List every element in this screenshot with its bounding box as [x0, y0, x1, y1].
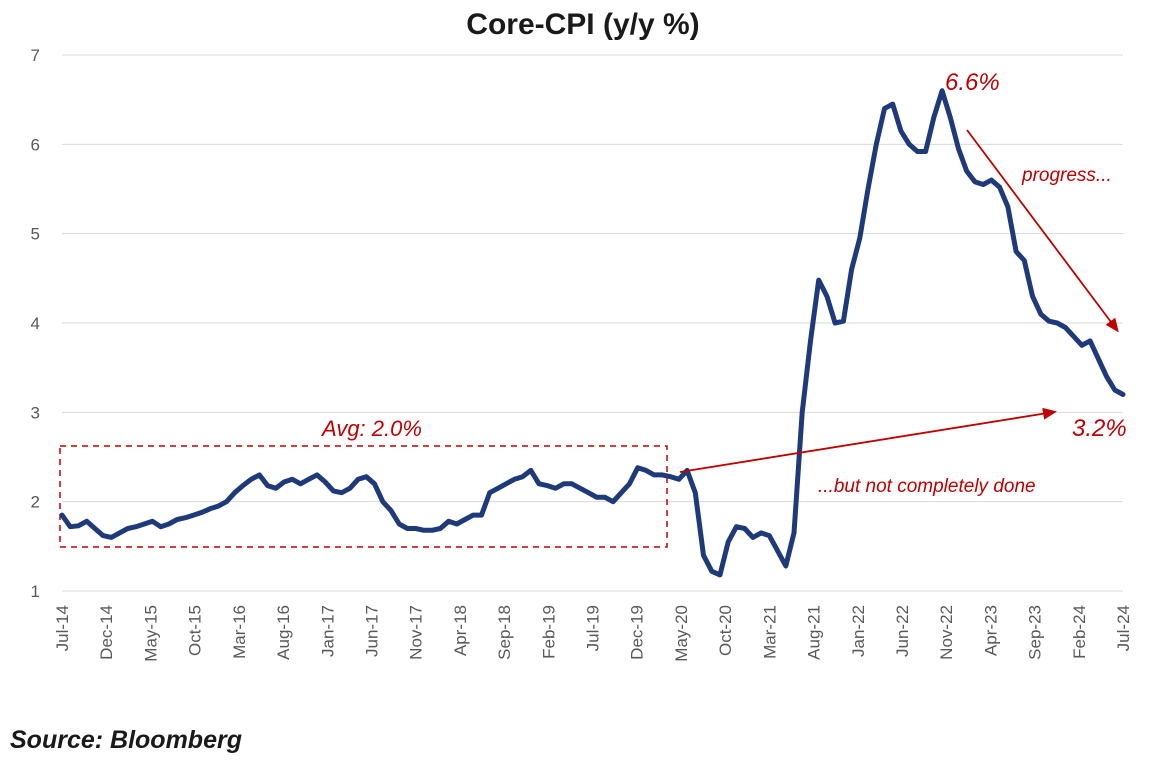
- x-tick-label: Oct-15: [186, 605, 205, 656]
- x-tick-label: Sep-18: [495, 605, 514, 660]
- chart-title: Core-CPI (y/y %): [466, 8, 699, 41]
- x-tick-label: Feb-19: [539, 605, 558, 659]
- y-tick-label: 3: [31, 403, 40, 422]
- y-tick-label: 6: [31, 135, 40, 154]
- peak-annotation: 6.6%: [945, 69, 1000, 96]
- x-tick-label: Dec-19: [628, 605, 647, 660]
- x-tick-label: Jun-17: [362, 605, 381, 657]
- x-tick-label: Aug-16: [274, 605, 293, 660]
- y-axis-tick-labels: 1 2 3 4 5 6 7: [31, 46, 40, 601]
- y-tick-label: 7: [31, 46, 40, 65]
- not-done-arrow: [679, 407, 1057, 473]
- y-tick-label: 4: [31, 314, 40, 333]
- x-tick-label: Jan-22: [849, 605, 868, 657]
- x-tick-label: Jun-22: [893, 605, 912, 657]
- series-line: [59, 88, 1126, 578]
- x-tick-label: Jul-24: [1114, 605, 1133, 651]
- average-period-box: [59, 445, 668, 548]
- x-tick-label: Jan-17: [318, 605, 337, 657]
- x-tick-label: Apr-23: [981, 605, 1000, 656]
- chart: Core-CPI (y/y %) 1 2 3 4 5 6 7 Jul-14 Dec-14 May…: [31, 8, 1133, 662]
- gridlines: [62, 54, 1123, 592]
- avg-annotation: Avg: 2.0%: [320, 416, 422, 441]
- latest-value-annotation: 3.2%: [1072, 415, 1127, 442]
- x-tick-label: Nov-17: [407, 605, 426, 660]
- not-done-annotation: ...but not completely done: [818, 476, 1036, 497]
- progress-arrow: [966, 129, 1119, 333]
- x-tick-label: Sep-23: [1026, 605, 1045, 660]
- x-tick-label: Dec-14: [97, 605, 116, 660]
- x-tick-label: Mar-21: [760, 605, 779, 659]
- x-tick-label: Nov-22: [937, 605, 956, 660]
- x-tick-label: Feb-24: [1070, 605, 1089, 659]
- y-tick-label: 1: [31, 582, 40, 601]
- x-tick-label: May-15: [141, 605, 160, 662]
- x-tick-label: May-20: [672, 605, 691, 662]
- progress-annotation: progress...: [1021, 165, 1112, 186]
- x-tick-label: Jul-14: [53, 605, 72, 651]
- x-tick-label: Apr-18: [451, 605, 470, 656]
- source-note: Source: Bloomberg: [10, 726, 242, 754]
- x-tick-label: Mar-16: [230, 605, 249, 659]
- x-axis-tick-labels: Jul-14 Dec-14 May-15 Oct-15 Mar-16 Aug-16 Jan-…: [53, 605, 1133, 662]
- y-tick-label: 2: [31, 493, 40, 512]
- y-tick-label: 5: [31, 225, 40, 244]
- x-tick-label: Oct-20: [716, 605, 735, 656]
- x-tick-label: Aug-21: [805, 605, 824, 660]
- x-tick-label: Jul-19: [584, 605, 603, 651]
